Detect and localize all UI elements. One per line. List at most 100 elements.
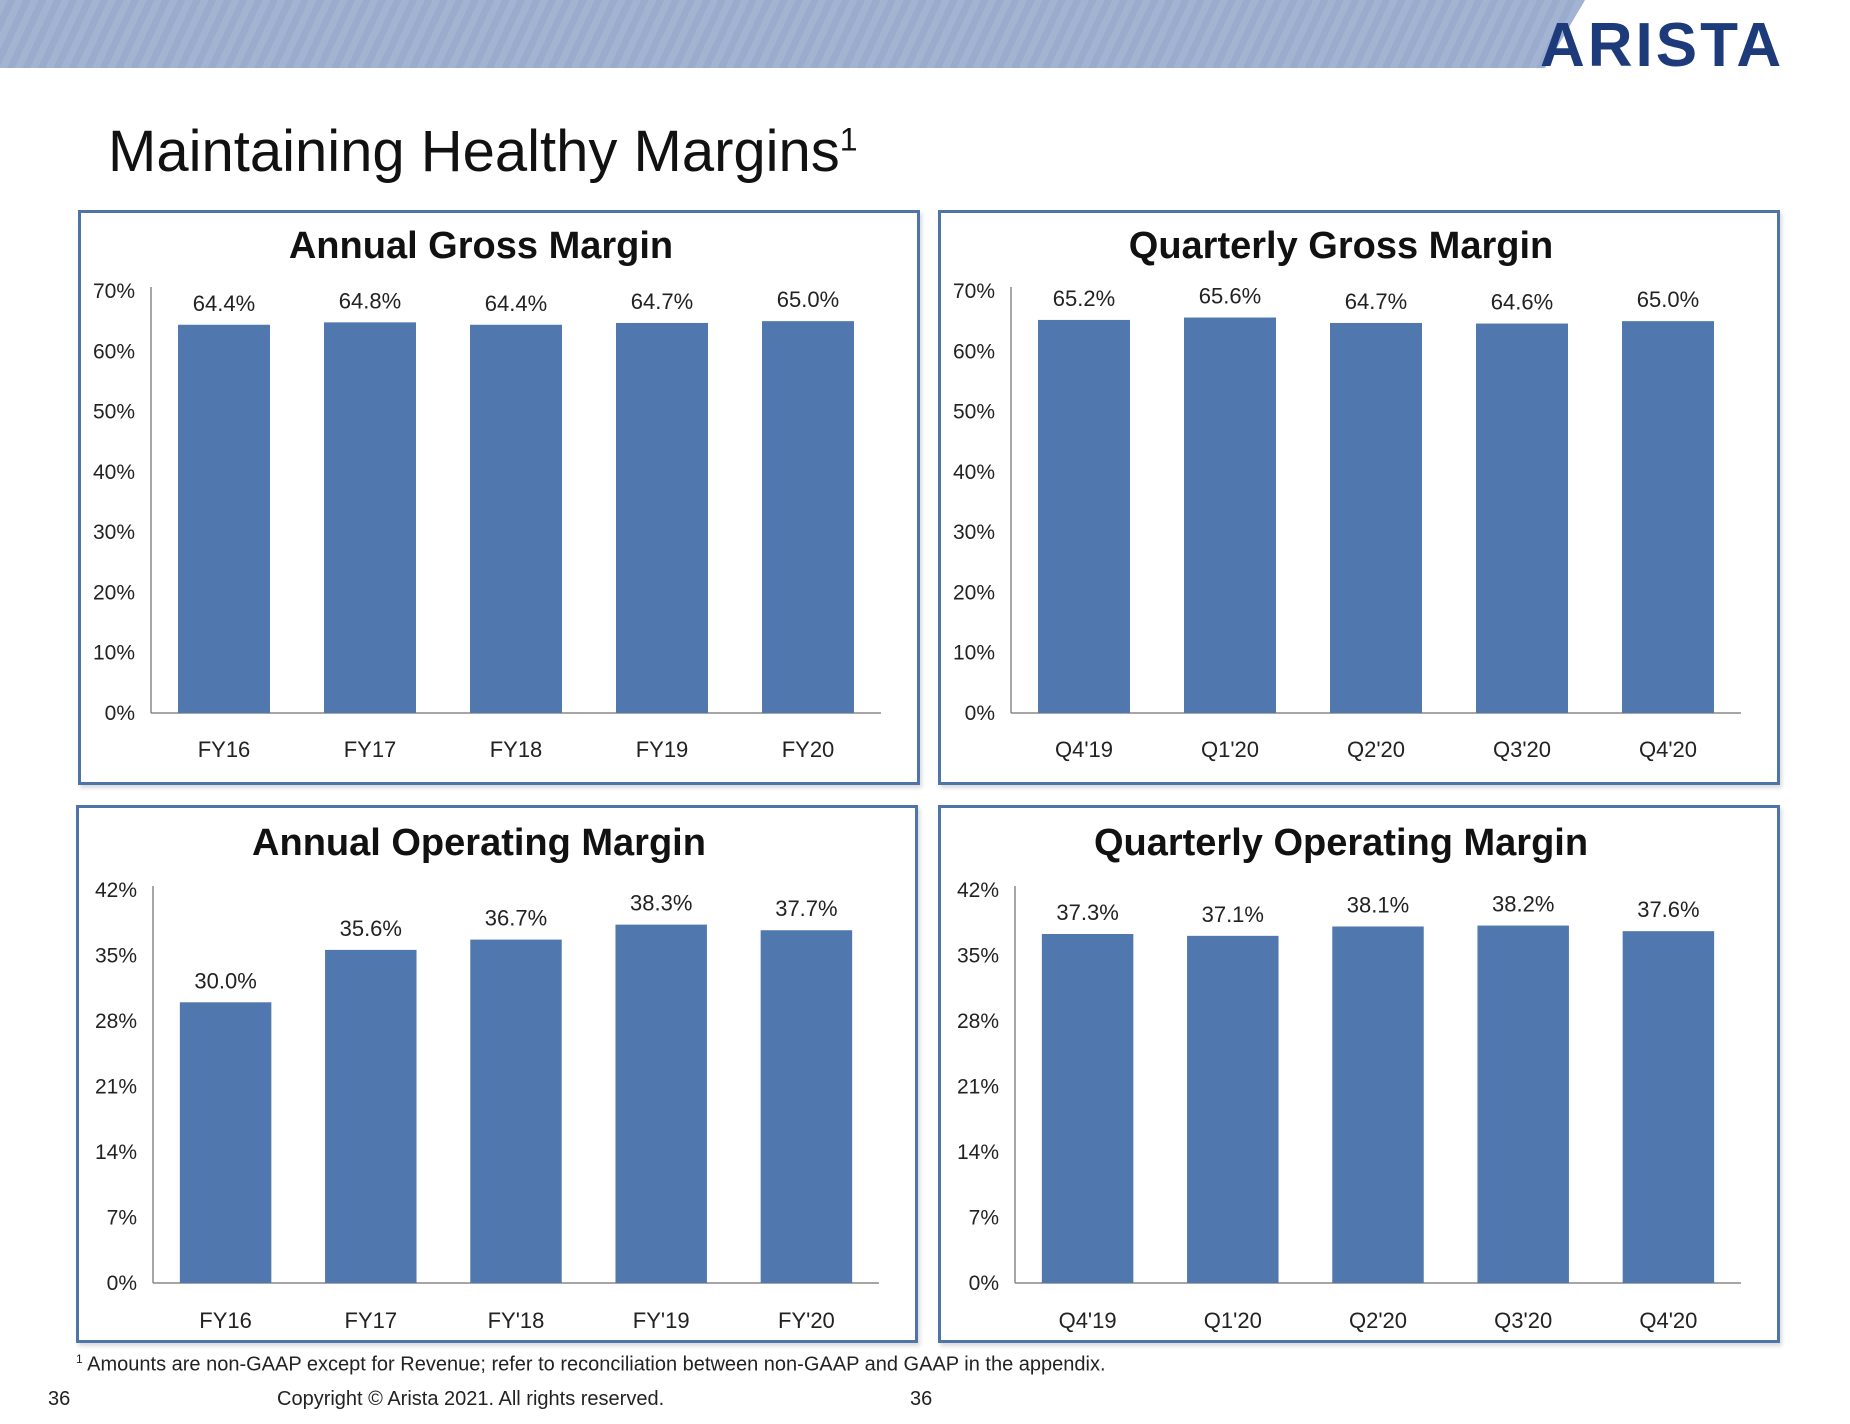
data-label: 65.6% <box>1199 284 1261 309</box>
bar-FY17 <box>324 322 416 713</box>
y-tick-label: 30% <box>953 521 995 544</box>
x-tick-label: FY17 <box>345 1308 398 1333</box>
data-label: 64.7% <box>1345 289 1407 314</box>
bar-Q120 <box>1184 317 1276 713</box>
y-tick-label: 60% <box>953 340 995 363</box>
data-label: 38.1% <box>1347 892 1409 917</box>
data-label: 36.7% <box>485 906 547 931</box>
data-label: 37.6% <box>1637 897 1699 922</box>
x-tick-label: FY17 <box>344 737 397 762</box>
quarterly-gross-margin-title: Quarterly Gross Margin <box>1129 225 1553 267</box>
y-tick-label: 0% <box>965 702 995 725</box>
bar-FY20 <box>762 321 854 713</box>
quarterly-operating-margin-title: Quarterly Operating Margin <box>1094 822 1588 864</box>
y-tick-label: 20% <box>953 581 995 604</box>
x-tick-label: Q1'20 <box>1204 1308 1262 1333</box>
y-tick-label: 28% <box>95 1010 137 1033</box>
bar-Q320 <box>1476 323 1568 713</box>
y-tick-label: 0% <box>107 1272 137 1295</box>
y-tick-label: 42% <box>95 879 137 902</box>
footnote: 1 Amounts are non-GAAP except for Revenu… <box>76 1352 1106 1377</box>
x-tick-label: FY18 <box>490 737 543 762</box>
bar-Q120 <box>1187 935 1279 1283</box>
x-tick-label: Q3'20 <box>1494 1308 1552 1333</box>
bar-FY19 <box>615 924 707 1283</box>
data-label: 37.3% <box>1056 900 1118 925</box>
x-tick-label: FY'18 <box>488 1308 545 1333</box>
y-tick-label: 60% <box>93 340 135 363</box>
annual-gross-margin-panel: Annual Gross Margin 0% 10% 20% 30% 40% 50% 60% 7… <box>78 210 920 785</box>
x-tick-label: FY19 <box>636 737 689 762</box>
y-tick-label: 35% <box>957 945 999 968</box>
y-tick-label: 50% <box>953 401 995 424</box>
annual-gross-margin-chart: Annual Gross Margin 0% 10% 20% 30% 40% 50% 60% 7… <box>93 225 881 762</box>
x-tick-label: FY'20 <box>778 1308 835 1333</box>
y-tick-label: 40% <box>953 461 995 484</box>
y-tick-label: 14% <box>95 1141 137 1164</box>
data-label: 64.6% <box>1491 290 1553 315</box>
x-tick-label: Q4'19 <box>1055 737 1113 762</box>
x-tick-label: Q4'20 <box>1639 1308 1697 1333</box>
y-tick-label: 42% <box>957 879 999 902</box>
y-tick-label: 28% <box>957 1010 999 1033</box>
quarterly-operating-margin-panel: Quarterly Operating Margin 0% 7% 14% 21% 28% 3… <box>938 805 1780 1343</box>
data-label: 64.4% <box>485 291 547 316</box>
y-tick-label: 0% <box>105 702 135 725</box>
x-tick-label: FY20 <box>782 737 835 762</box>
data-label: 64.8% <box>339 288 401 313</box>
y-tick-label: 70% <box>953 280 995 303</box>
x-tick-label: Q2'20 <box>1347 737 1405 762</box>
y-tick-label: 0% <box>969 1272 999 1295</box>
quarterly-gross-margin-panel: Quarterly Gross Margin 0% 10% 20% 30% 40% 50% 6… <box>938 210 1780 785</box>
y-tick-label: 7% <box>969 1207 999 1230</box>
page-number-left: 36 <box>48 1388 71 1410</box>
page-title-text: Maintaining Healthy Margins <box>108 119 840 184</box>
data-label: 38.3% <box>630 891 692 916</box>
y-tick-label: 50% <box>93 401 135 424</box>
data-label: 38.2% <box>1492 892 1554 917</box>
y-tick-label: 20% <box>93 581 135 604</box>
y-tick-label: 10% <box>93 642 135 665</box>
bar-Q320 <box>1477 925 1569 1283</box>
bar-FY16 <box>178 324 270 713</box>
data-label: 37.1% <box>1202 902 1264 927</box>
bar-FY17 <box>325 949 417 1283</box>
y-tick-label: 21% <box>957 1076 999 1099</box>
annual-operating-margin-panel: Annual Operating Margin 0% 7% 14% 21% 28% 35% 4… <box>76 805 918 1343</box>
data-label: 65.2% <box>1053 286 1115 311</box>
y-tick-label: 21% <box>95 1076 137 1099</box>
y-tick-label: 70% <box>93 280 135 303</box>
annual-operating-margin-chart: Annual Operating Margin 0% 7% 14% 21% 28% 35% 4… <box>95 822 879 1333</box>
data-label: 65.0% <box>777 287 839 312</box>
data-label: 37.7% <box>775 896 837 921</box>
bar-Q419 <box>1038 319 1130 713</box>
bar-FY20 <box>760 930 853 1283</box>
bar-Q419 <box>1041 933 1134 1283</box>
bar-FY19 <box>616 322 708 713</box>
x-tick-label: FY'19 <box>633 1308 690 1333</box>
bar-FY18 <box>470 324 562 713</box>
bar-Q220 <box>1332 926 1424 1283</box>
y-tick-label: 35% <box>95 945 137 968</box>
annual-operating-margin-title: Annual Operating Margin <box>252 822 706 864</box>
page-title: Maintaining Healthy Margins1 <box>108 118 858 185</box>
y-tick-label: 10% <box>953 642 995 665</box>
quarterly-gross-margin-chart: Quarterly Gross Margin 0% 10% 20% 30% 40% 50% 6… <box>953 225 1741 762</box>
arista-logo: ARISTA <box>1540 11 1785 80</box>
bar-FY18 <box>470 939 562 1283</box>
y-tick-label: 14% <box>957 1141 999 1164</box>
annual-gross-margin-title: Annual Gross Margin <box>289 225 673 267</box>
y-tick-label: 30% <box>93 521 135 544</box>
x-tick-label: FY16 <box>198 737 251 762</box>
quarterly-operating-margin-chart: Quarterly Operating Margin 0% 7% 14% 21% 28% 3… <box>957 822 1741 1333</box>
footnote-text: Amounts are non-GAAP except for Revenue;… <box>87 1353 1106 1376</box>
bar-FY16 <box>179 1002 272 1283</box>
x-tick-label: Q4'19 <box>1059 1308 1117 1333</box>
footnote-marker: 1 <box>76 1352 83 1366</box>
x-tick-label: Q1'20 <box>1201 737 1259 762</box>
x-tick-label: Q4'20 <box>1639 737 1697 762</box>
x-tick-label: FY16 <box>199 1308 252 1333</box>
data-label: 64.7% <box>631 289 693 314</box>
y-tick-label: 40% <box>93 461 135 484</box>
bar-Q420 <box>1622 321 1714 713</box>
